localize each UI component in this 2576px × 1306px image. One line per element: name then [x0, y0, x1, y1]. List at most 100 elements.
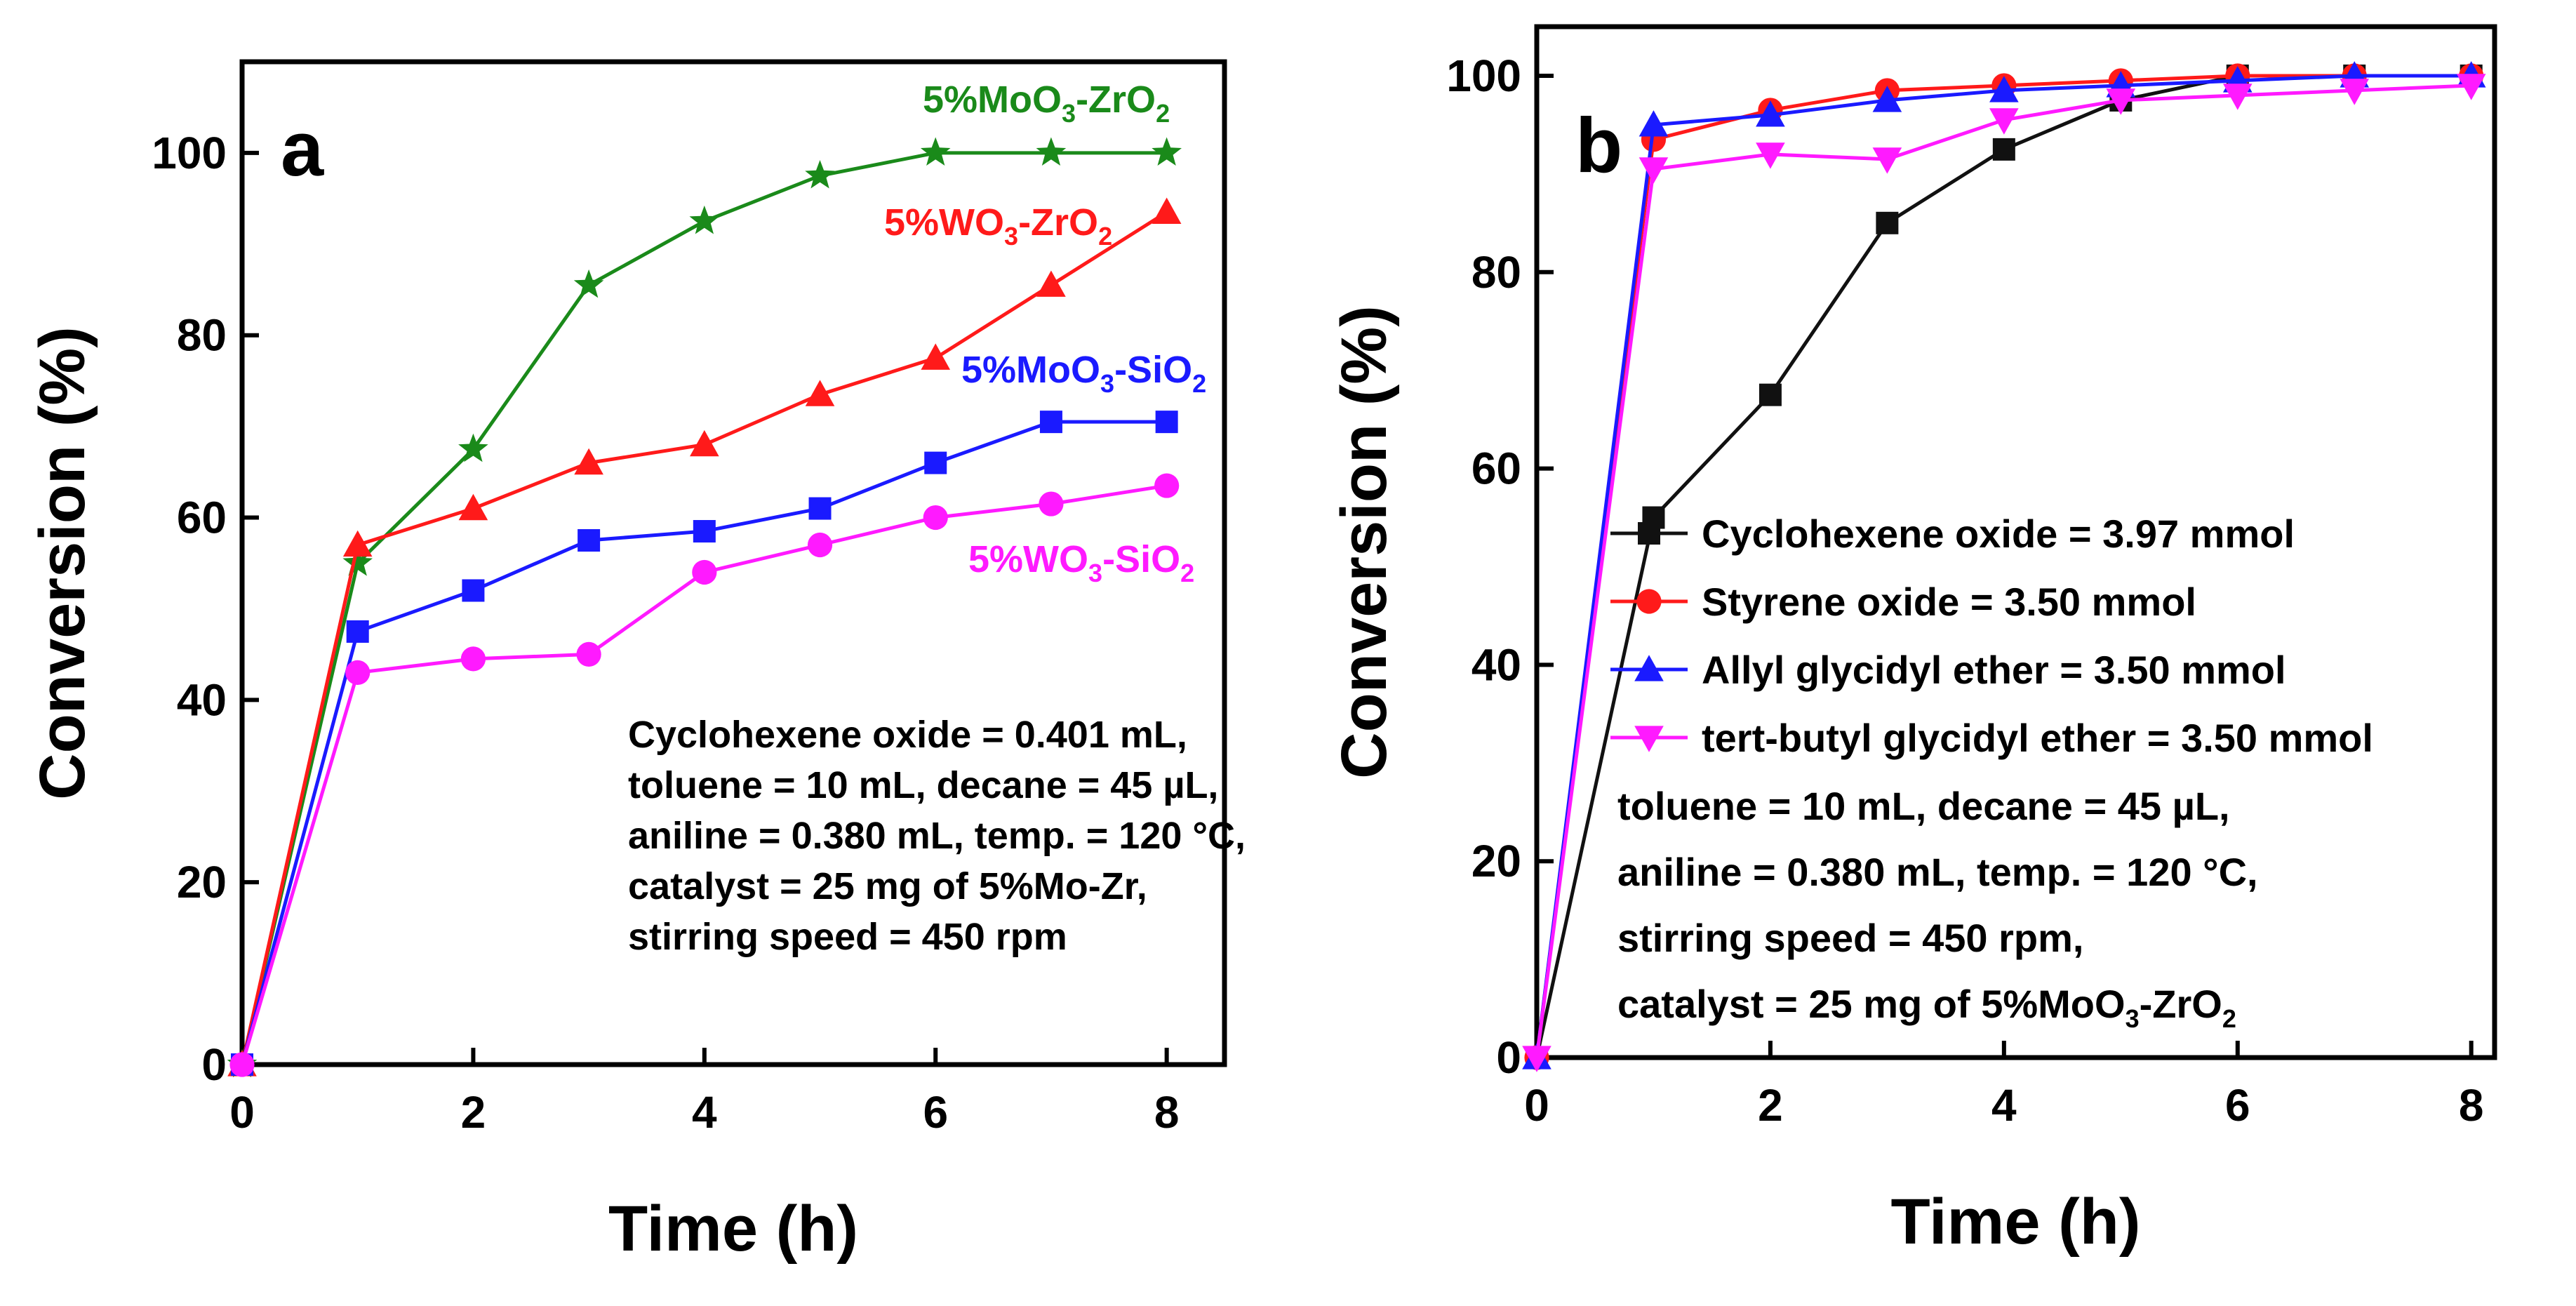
data-point	[576, 641, 601, 667]
data-point	[805, 380, 835, 406]
data-point	[229, 1052, 255, 1077]
y-tick-label: 80	[177, 310, 227, 361]
data-point	[921, 343, 951, 370]
annotation-line: catalyst = 25 mg of 5%MoO3-ZrO2	[1617, 982, 2236, 1033]
data-point	[923, 505, 948, 531]
data-point	[1639, 157, 1669, 184]
x-tick-label: 6	[2225, 1080, 2250, 1131]
series-line	[1535, 74, 2471, 1058]
data-point	[460, 646, 486, 672]
annotation-line: aniline = 0.380 mL, temp. = 120 °C,	[1617, 850, 2258, 894]
y-axis-title: Conversion (%)	[1328, 305, 1400, 779]
data-point	[690, 429, 719, 457]
data-point	[1989, 108, 2019, 135]
legend-marker	[1634, 655, 1664, 681]
legend-marker	[1636, 589, 1662, 614]
data-point	[1152, 137, 1182, 166]
legend-label: Cyclohexene oxide = 3.97 mmol	[1702, 512, 2295, 556]
series-line	[1535, 84, 2471, 1058]
x-tick-label: 0	[229, 1087, 255, 1138]
data-point	[1039, 411, 1062, 434]
data-point	[1036, 137, 1067, 166]
data-point	[1036, 270, 1066, 297]
y-tick-label: 40	[177, 674, 227, 725]
data-point	[462, 579, 485, 602]
y-tick-label: 80	[1471, 247, 1521, 298]
y-tick-label: 20	[177, 857, 227, 907]
annotation-line: catalyst = 25 mg of 5%Mo-Zr,	[628, 865, 1147, 907]
data-point	[573, 269, 604, 298]
y-tick-label: 20	[1471, 836, 1521, 886]
series-line	[1535, 74, 2471, 1058]
annotation-line: aniline = 0.380 mL, temp. = 120 °C,	[628, 815, 1246, 857]
data-point	[2106, 88, 2136, 115]
data-point	[1872, 147, 1902, 174]
data-point	[924, 451, 947, 474]
data-point	[342, 547, 373, 576]
legend-label: Styrene oxide = 3.50 mmol	[1702, 580, 2196, 624]
data-point	[1876, 211, 1899, 234]
y-tick-label: 100	[1446, 51, 1521, 101]
series-line	[1535, 74, 2471, 1058]
legend-marker	[1638, 522, 1660, 545]
panel-letter: b	[1575, 102, 1622, 189]
data-point	[693, 520, 716, 543]
data-point	[1989, 76, 2019, 102]
series-3	[1522, 74, 2486, 1072]
legend-item: tert-butyl glycidyl ether = 3.50 mmol	[1610, 716, 2373, 760]
x-axis-title: Time (h)	[1890, 1186, 2140, 1258]
series-label: 5%WO3-SiO2	[968, 538, 1194, 587]
series-label: 5%MoO3-ZrO2	[923, 79, 1170, 128]
x-tick-label: 6	[923, 1087, 948, 1138]
x-tick-label: 2	[1758, 1080, 1783, 1131]
data-point	[1872, 86, 1902, 112]
annotation-line: stirring speed = 450 rpm,	[1617, 916, 2083, 960]
y-axis-title: Conversion (%)	[27, 326, 98, 800]
data-point	[1152, 197, 1182, 224]
series-label: 5%MoO3-SiO2	[961, 349, 1206, 398]
data-point	[692, 559, 717, 585]
annotation-line: Cyclohexene oxide = 0.401 mL,	[628, 714, 1187, 756]
data-point	[1756, 142, 1785, 169]
x-tick-label: 8	[1154, 1087, 1180, 1138]
series-3	[229, 473, 1180, 1077]
data-point	[458, 493, 488, 521]
annotation-line: stirring speed = 450 rpm	[628, 916, 1067, 958]
annotation-line: toluene = 10 mL, decane = 45 µL,	[628, 764, 1218, 806]
y-tick-label: 100	[152, 128, 227, 178]
data-point	[808, 497, 832, 520]
legend-item: Styrene oxide = 3.50 mmol	[1610, 580, 2196, 624]
data-point	[2456, 74, 2486, 100]
series-label: 5%WO3-ZrO2	[884, 201, 1112, 251]
data-point	[458, 433, 488, 462]
panel-a: 0 2 4 6 8 0 20 40 60 80 100 Time (h) Conversion (%) a…	[27, 59, 1246, 1265]
data-point	[345, 660, 371, 685]
data-point	[574, 448, 603, 475]
x-tick-label: 4	[692, 1087, 717, 1138]
data-point	[1155, 411, 1178, 434]
panel-letter: a	[281, 106, 324, 192]
x-tick-label: 0	[1524, 1080, 1549, 1131]
data-point	[1154, 473, 1180, 498]
data-point	[1756, 100, 1785, 127]
data-point	[1992, 138, 2015, 161]
panel-b: 0 2 4 6 8 0 20 40 60 80 100 Time (h) Conversion (%) b…	[1288, 0, 2576, 1306]
y-tick-label: 60	[177, 493, 227, 543]
y-tick-label: 40	[1471, 639, 1521, 690]
legend-item: Cyclohexene oxide = 3.97 mmol	[1610, 512, 2295, 556]
data-point	[2222, 84, 2253, 110]
y-tick-label: 0	[1496, 1032, 1521, 1083]
legend-marker	[1634, 726, 1664, 752]
data-point	[689, 205, 720, 234]
data-point	[342, 530, 373, 557]
x-tick-label: 2	[461, 1087, 486, 1138]
annotation-line: toluene = 10 mL, decane = 45 µL,	[1617, 784, 2230, 828]
plot-frame	[1534, 24, 2497, 1060]
data-point	[807, 532, 833, 558]
data-point	[346, 620, 369, 643]
legend-item: Allyl glycidyl ether = 3.50 mmol	[1610, 648, 2286, 692]
x-tick-label: 8	[2459, 1080, 2484, 1131]
